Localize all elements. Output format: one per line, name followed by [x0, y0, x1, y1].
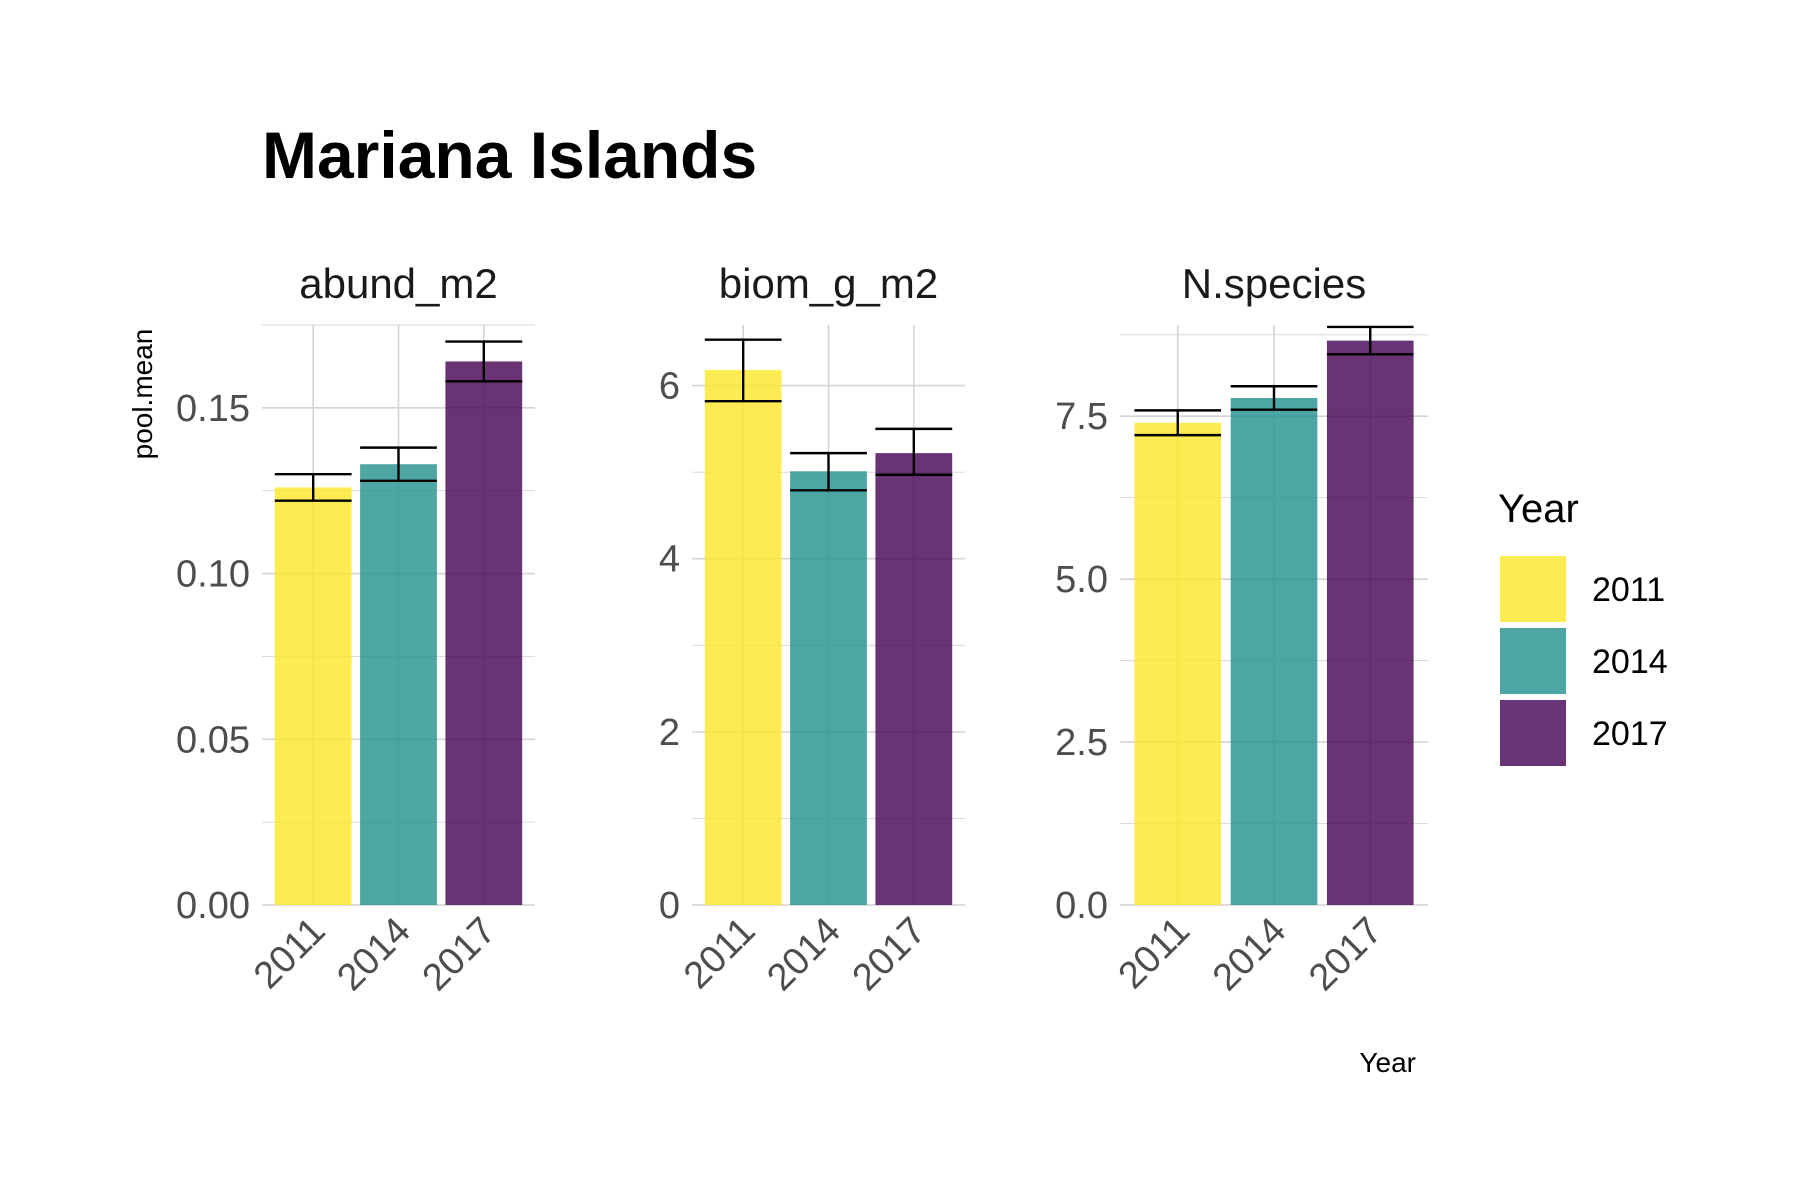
legend-swatch — [1500, 628, 1566, 694]
legend-label: 2017 — [1592, 715, 1668, 753]
legend-item-2014: 2014 — [1500, 628, 1668, 694]
error-bar-2011 — [274, 472, 352, 502]
x-axis-label: Year — [1359, 1047, 1416, 1078]
facet-label: N.species — [1182, 260, 1366, 307]
legend-swatch — [1500, 556, 1566, 622]
bar-2017 — [1326, 340, 1414, 905]
facet-label: biom_g_m2 — [719, 260, 938, 307]
x-tick-label: 2017 — [415, 910, 504, 999]
x-tick-label: 2011 — [676, 910, 763, 997]
x-tick-label: 2014 — [329, 910, 418, 999]
legend-title: Year — [1498, 487, 1579, 531]
error-bar-2014 — [360, 446, 437, 482]
y-tick-label: 4 — [659, 539, 680, 581]
x-tick-label: 2011 — [1111, 910, 1198, 997]
y-tick-label: 0.0 — [1055, 885, 1108, 927]
error-bar-2014 — [1230, 385, 1318, 411]
bar-2014 — [360, 464, 437, 905]
bar-2014 — [790, 471, 867, 905]
error-bar-2017 — [875, 427, 953, 476]
error-bar-2017 — [445, 340, 523, 383]
x-tick-label: 2017 — [1301, 910, 1390, 999]
y-tick-label: 2.5 — [1055, 722, 1108, 764]
bar-2011 — [1134, 422, 1222, 905]
bar-2017 — [875, 453, 953, 905]
bar-2014 — [1230, 397, 1318, 905]
error-bar-2011 — [704, 338, 782, 403]
y-tick-label: 6 — [659, 366, 680, 408]
bar-2011 — [274, 487, 352, 905]
x-tick-label: 2011 — [246, 910, 333, 997]
y-tick-label: 0.05 — [176, 719, 250, 761]
y-axis-label: pool.mean — [127, 329, 158, 460]
chart-panels: abund_m20.000.050.100.15201120142017biom… — [176, 260, 1428, 999]
legend-label: 2011 — [1592, 571, 1665, 609]
legend-item-2011: 2011 — [1500, 556, 1665, 622]
panel-n-species: N.species 0.0 2.5 5.0 7.5 2011 2014 2017 — [1055, 260, 1428, 999]
chart-legend: Year 2011 2014 2017 — [1498, 487, 1668, 766]
x-tick-label: 2017 — [845, 910, 934, 999]
bar-2011 — [704, 370, 782, 906]
y-tick-label: 7.5 — [1055, 396, 1108, 438]
x-tick-label: 2014 — [759, 910, 848, 999]
error-bar-2017 — [1326, 325, 1414, 356]
chart-title: Mariana Islands — [262, 118, 757, 192]
legend-item-2017: 2017 — [1500, 700, 1668, 766]
error-bar-2014 — [790, 451, 867, 492]
legend-label: 2014 — [1592, 643, 1668, 681]
facet-label: abund_m2 — [299, 260, 498, 307]
y-tick-label: 0.00 — [176, 885, 250, 927]
x-tick-label: 2014 — [1205, 910, 1294, 999]
y-tick-label: 0.10 — [176, 554, 250, 596]
y-tick-label: 0 — [659, 885, 680, 927]
legend-swatch — [1500, 700, 1566, 766]
bar-2017 — [445, 361, 523, 905]
y-tick-label: 2 — [659, 712, 680, 754]
y-tick-label: 5.0 — [1055, 559, 1108, 601]
error-bar-2011 — [1134, 409, 1222, 437]
y-tick-label: 0.15 — [176, 388, 250, 430]
